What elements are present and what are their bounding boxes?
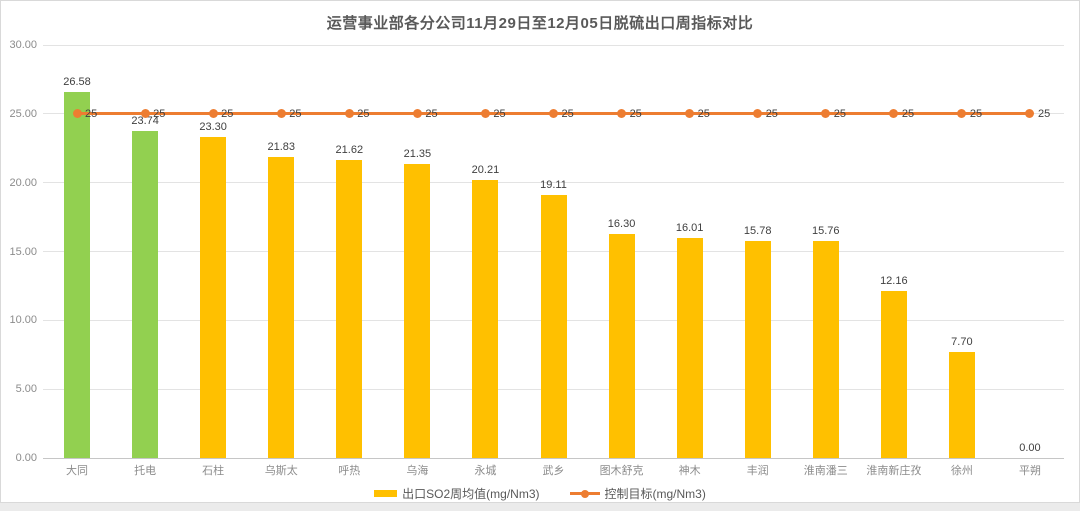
target-value-label: 25: [493, 107, 506, 120]
bar-value-label: 15.78: [743, 224, 772, 237]
gridline: [43, 44, 1064, 46]
target-value-label: 25: [901, 107, 915, 120]
bar-value-label: 23.74: [131, 115, 159, 128]
category-label: 神木: [678, 465, 701, 477]
bar: [64, 92, 91, 458]
y-axis-tick-label: 0.00: [15, 452, 37, 464]
target-value-label: 25: [289, 107, 302, 120]
target-marker-icon: [889, 109, 899, 119]
target-value-label: 25: [1037, 107, 1051, 120]
target-value-label: 25: [629, 107, 642, 120]
category-label: 永城: [474, 465, 497, 477]
category-label: 石柱: [202, 465, 225, 477]
bar-value-label: 21.83: [267, 141, 295, 154]
chart-title: 运营事业部各分公司11月29日至12月05日脱硫出口周指标对比: [326, 15, 754, 32]
bar: [336, 160, 363, 458]
bar: [200, 137, 227, 458]
bar-value-label: 16.01: [675, 221, 704, 234]
target-marker-icon: [821, 109, 831, 119]
gridline: [43, 182, 1064, 184]
bar: [404, 164, 431, 458]
legend-label-so2-weekly-average: 出口SO2周均值(mg/Nm3): [402, 487, 540, 501]
bar: [608, 233, 635, 458]
y-axis-tick-label: 25.00: [9, 107, 37, 120]
target-marker-icon: [412, 109, 422, 119]
line-dot-icon: [580, 489, 589, 498]
target-value-label: 25: [561, 107, 574, 120]
bar-value-label: 23.30: [199, 121, 227, 134]
bar: [472, 179, 499, 458]
category-label: 呼热: [338, 465, 361, 477]
y-axis-tick-label: 15.00: [9, 245, 37, 258]
category-label: 丰润: [746, 465, 769, 477]
category-label: 乌斯太: [264, 465, 298, 477]
target-marker-icon: [957, 109, 967, 119]
target-marker-icon: [276, 109, 286, 119]
bar-value-label: 16.30: [607, 217, 636, 230]
target-value-label: 25: [697, 107, 710, 120]
target-marker-icon: [617, 109, 627, 119]
bar: [540, 194, 567, 458]
target-marker-icon: [72, 109, 82, 119]
bar-value-label: 21.35: [403, 148, 432, 161]
category-label: 大同: [66, 465, 89, 477]
bar-value-label: 0.00: [1019, 442, 1041, 454]
category-label: 淮南新庄孜: [866, 465, 922, 477]
bar: [132, 131, 159, 458]
line-marker-swatch-icon: [569, 489, 600, 498]
target-value-label: 25: [153, 107, 166, 120]
y-axis-tick-label: 10.00: [9, 314, 37, 327]
target-marker-icon: [480, 109, 490, 119]
bar-value-label: 21.62: [335, 144, 364, 157]
target-value-label: 25: [85, 107, 98, 120]
category-label: 乌海: [406, 465, 429, 477]
bar-value-label: 26.58: [63, 76, 91, 89]
category-label: 图木舒克: [599, 465, 644, 477]
bar: [880, 290, 907, 458]
category-label: 武乡: [542, 465, 565, 477]
legend-label-control-target: 控制目标(mg/Nm3): [604, 487, 706, 501]
x-axis-line: [43, 458, 1064, 459]
target-marker-icon: [685, 109, 695, 119]
target-marker-icon: [140, 109, 150, 119]
target-value-label: 25: [357, 107, 370, 120]
target-value-label: 25: [969, 107, 983, 120]
target-marker-icon: [753, 109, 763, 119]
y-axis-tick-label: 30.00: [9, 39, 37, 51]
legend-item-control-target: 控制目标(mg/Nm3): [569, 485, 706, 502]
category-label: 徐州: [950, 465, 973, 477]
y-axis-tick-label: 20.00: [9, 176, 37, 189]
bar-value-label: 19.11: [540, 178, 567, 191]
legend: 出口SO2周均值(mg/Nm3) 控制目标(mg/Nm3): [1, 485, 1079, 502]
y-axis-tick-label: 5.00: [15, 383, 37, 396]
target-marker-icon: [208, 109, 218, 119]
target-value-label: 25: [765, 107, 778, 120]
bar: [812, 241, 839, 458]
bar-value-label: 7.70: [951, 335, 973, 348]
bar: [948, 351, 975, 458]
bar-value-label: 20.21: [471, 163, 500, 176]
target-value-label: 25: [221, 107, 234, 120]
target-marker-icon: [549, 109, 558, 119]
category-label: 托电: [134, 465, 157, 477]
target-value-label: 25: [425, 107, 438, 120]
category-label: 平朔: [1018, 465, 1041, 477]
plot-area: 0.00 5.00 10.00 15.00 20.00 25.00 30.00 26.58 大同…: [9, 39, 1064, 477]
bar-value-label: 12.16: [880, 274, 908, 287]
bar-value-label: 15.76: [812, 225, 840, 238]
target-value-label: 25: [833, 107, 847, 120]
bar: [268, 157, 295, 458]
target-marker-icon: [344, 109, 354, 119]
target-marker-icon: [1025, 109, 1035, 119]
bar: [744, 240, 771, 458]
bar-swatch-icon: [374, 490, 398, 497]
legend-item-so2-weekly-average: 出口SO2周均值(mg/Nm3): [374, 485, 540, 502]
category-label: 淮南潘三: [803, 465, 848, 477]
bar: [676, 237, 703, 458]
